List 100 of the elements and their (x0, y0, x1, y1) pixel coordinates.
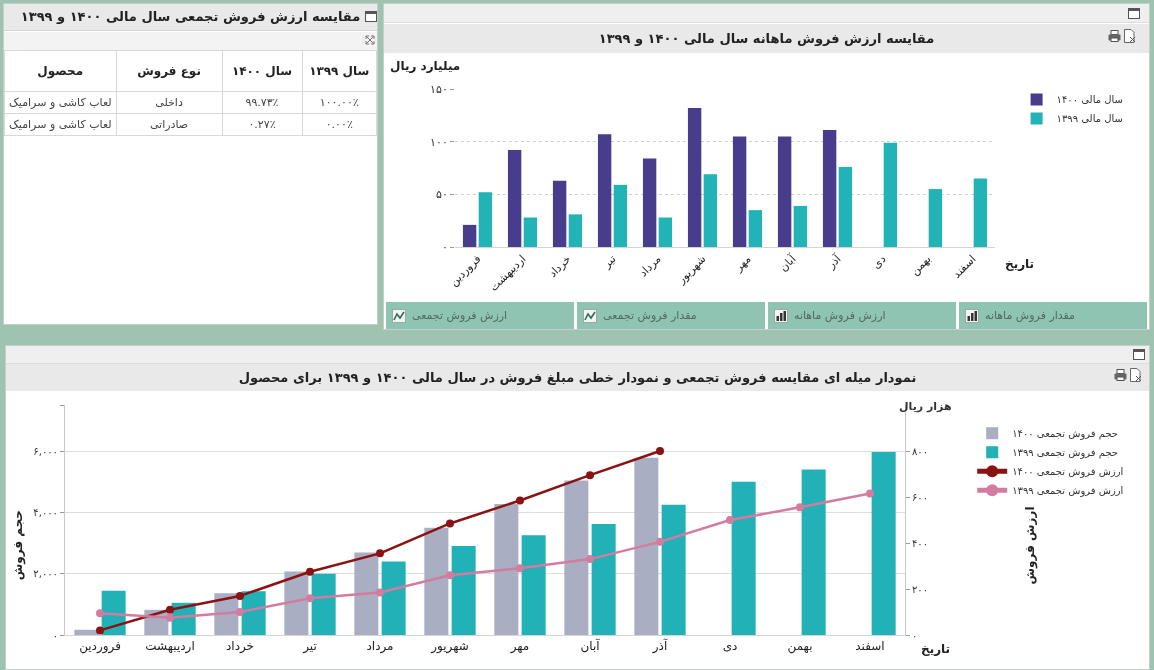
bar (311, 573, 336, 635)
text: سال ۱۴۰۰ (231, 64, 293, 78)
bar (748, 210, 763, 247)
point (236, 608, 244, 616)
x-tick-label: آذر (823, 251, 845, 272)
text: ۹۹.۷۳٪ (245, 96, 279, 109)
bar (634, 457, 659, 635)
text: ۰.۰۰٪ (325, 118, 353, 131)
x-axis-title: تاریخ (921, 642, 951, 656)
tab: مقدار فروش ماهانه (959, 302, 1147, 329)
x-tick-label: فروردین (447, 252, 484, 289)
bar (424, 527, 449, 635)
bar (478, 192, 493, 247)
tab: ارزش فروش تجمعی (386, 302, 574, 329)
bar (552, 180, 567, 247)
bar (777, 136, 792, 247)
bar (494, 504, 519, 635)
tab: ارزش فروش ماهانه (768, 302, 956, 329)
y2-tick-label: ۰ (912, 629, 918, 641)
bar (871, 451, 896, 635)
point (166, 605, 174, 614)
point (446, 571, 454, 580)
text: لعاب کاشی و سرامیک (9, 96, 112, 109)
x-axis-title: تاریخ (1005, 257, 1035, 271)
y-tick-label: ۲,۰۰۰ (33, 568, 58, 580)
bar (973, 178, 988, 247)
y2-tick-label: ۸۰۰ (912, 445, 929, 457)
point (586, 471, 594, 480)
x-tick-label: اسفند (855, 639, 885, 654)
bar (507, 150, 522, 247)
bar (521, 535, 546, 635)
point (96, 609, 104, 618)
legend-label: ارزش فروش تجمعی ۱۴۰۰ (1012, 466, 1124, 479)
x-tick-label: مهر (509, 639, 530, 655)
y2-tick-label: ۲۰۰ (912, 583, 929, 595)
x-tick-label: مهر (731, 252, 754, 275)
text: ۱۰۰.۰۰٪ (319, 96, 359, 109)
y-tick-label: ۰ (441, 240, 448, 254)
x-tick-label: تیر (599, 252, 619, 272)
point (726, 516, 734, 524)
point (306, 567, 314, 576)
point (866, 489, 874, 498)
y-tick-label: ۰ (52, 629, 58, 641)
y-tick-label: ۱۵۰ (430, 82, 448, 96)
text: لعاب کاشی و سرامیک (9, 118, 112, 131)
legend-label: سال مالی ۱۳۹۹ (1056, 113, 1123, 125)
point (516, 564, 524, 573)
legend-label: ارزش فروش تجمعی ۱۳۹۹ (1012, 485, 1124, 498)
point (656, 447, 664, 455)
x-tick-label: اردیبهشت (145, 639, 195, 655)
text: داخلی (155, 96, 183, 109)
x-tick-label: شهریور (430, 639, 469, 655)
bar (822, 130, 837, 247)
bar (284, 571, 309, 635)
bar (568, 214, 583, 247)
x-tick-label: تیر (302, 639, 317, 655)
bar (613, 184, 628, 247)
x-tick-label: خرداد (225, 639, 255, 655)
annotation: هزار ریال (899, 400, 952, 413)
bar (591, 523, 616, 635)
y-tick-label: ۱۰۰ (430, 135, 448, 149)
bar (462, 224, 477, 247)
bar (354, 552, 379, 635)
text: صادراتی (149, 118, 189, 131)
legend-label: حجم فروش تجمعی ۱۴۰۰ (1012, 428, 1119, 441)
point (586, 555, 594, 564)
bar (597, 134, 612, 247)
point (236, 591, 244, 600)
point (306, 594, 314, 603)
legend-label: سال مالی ۱۴۰۰ (1056, 94, 1123, 106)
x-tick-label: شهریور (674, 252, 709, 287)
point (446, 519, 454, 528)
x-tick-label: مرداد (636, 252, 664, 280)
bar (731, 481, 756, 635)
bar (523, 217, 538, 247)
y-tick-label: ۵۰ (435, 188, 448, 202)
point (166, 613, 174, 622)
x-tick-label: مرداد (366, 639, 394, 655)
bar (451, 546, 476, 635)
x-tick-label: دی (722, 639, 738, 654)
x-tick-label: فروردین (79, 639, 121, 655)
text: مقایسه ارزش فروش تجمعی سال مالی ۱۴۰۰ و ۱۳۹۹ (4, 4, 377, 31)
x-tick-label: آذر (651, 638, 668, 655)
text: نوع فروش (137, 64, 201, 78)
x-tick-label: بهمن (908, 252, 934, 278)
bar (642, 158, 657, 247)
bar (74, 629, 99, 635)
x-tick-label: خرداد (546, 252, 574, 280)
x-tick-label: آبان (776, 251, 800, 275)
text: محصول (37, 64, 84, 78)
bar (687, 107, 702, 247)
y-tick-label: ۶,۰۰۰ (33, 445, 58, 457)
bar (838, 166, 853, 247)
point (516, 496, 524, 505)
x-tick-label: آبان (580, 638, 601, 654)
point (796, 503, 804, 512)
point (376, 549, 384, 558)
bar (564, 480, 589, 635)
x-tick-label: اسفند (950, 252, 979, 281)
bar (928, 189, 943, 247)
